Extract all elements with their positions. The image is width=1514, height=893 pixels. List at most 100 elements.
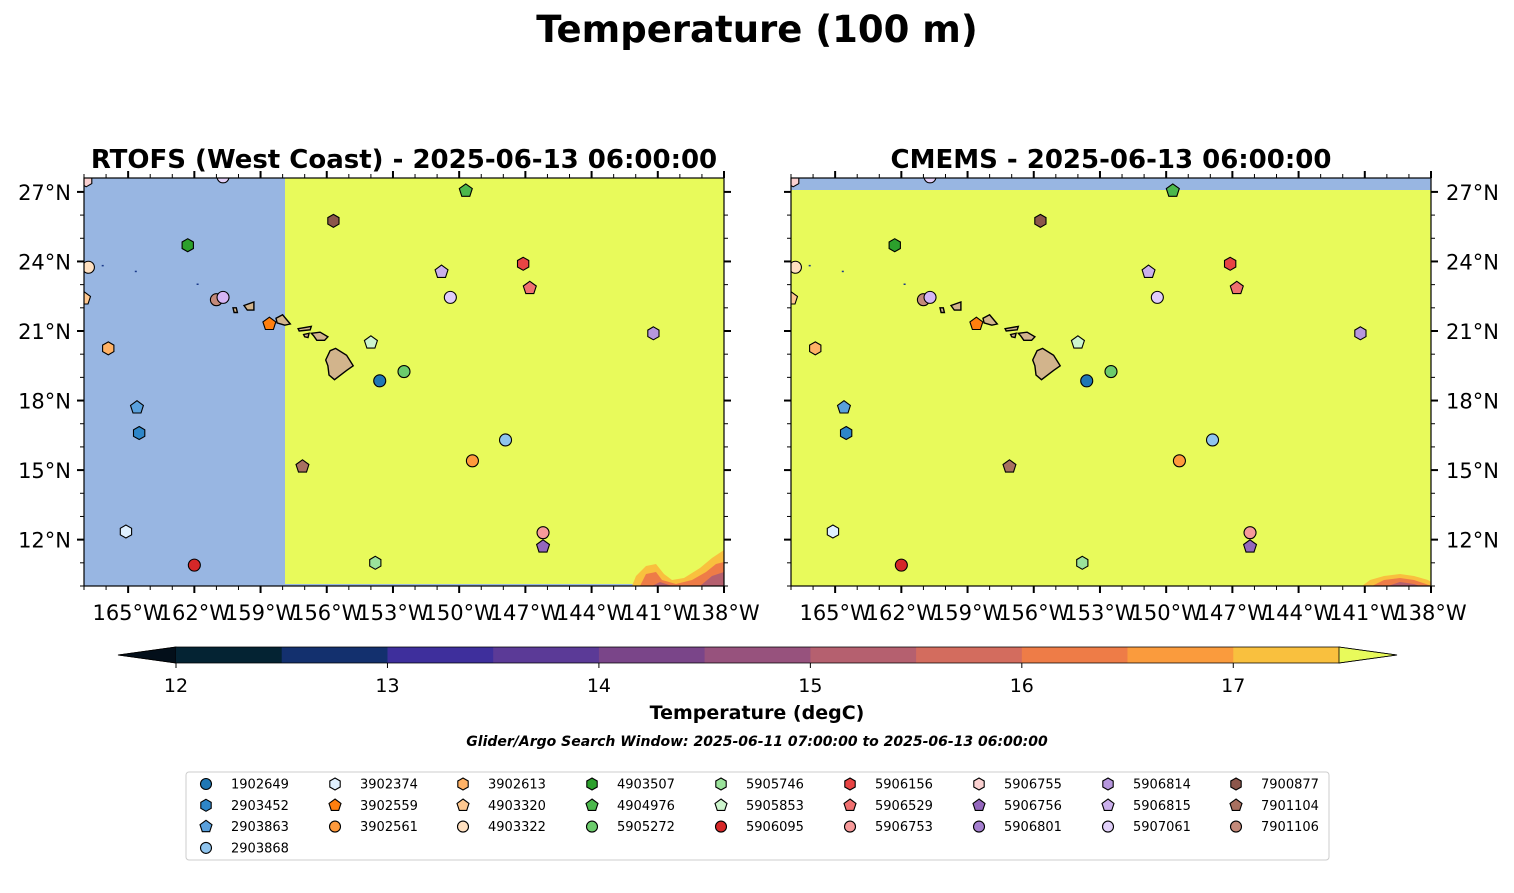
- rtofs-y-tick-label: 21°N: [18, 320, 71, 344]
- legend-label-5905272: 5905272: [617, 820, 675, 835]
- rtofs-float-4903320-marker: [84, 291, 92, 305]
- cmems-axes: 165°W162°W159°W156°W153°W150°W147°W144°W…: [784, 171, 1499, 625]
- cmems-x-tick-label: 165°W: [799, 601, 871, 625]
- cmems-y-tick-label: 18°N: [1446, 390, 1499, 414]
- legend-items: 1902649 2903452 2903863 2903868 3902374 39025…: [199, 777, 1319, 856]
- cmems-x-tick-label: 144°W: [1263, 601, 1335, 625]
- rtofs-extra-float-marker: [443, 290, 457, 304]
- rtofs-hawaii-islands: [101, 264, 355, 381]
- cmems-float-3902374-marker: [826, 524, 840, 539]
- colorbar-bin: [1233, 647, 1340, 663]
- legend-label-5906815: 5906815: [1133, 799, 1191, 814]
- legend-label-3902613: 3902613: [488, 778, 546, 793]
- legend-marker-5907061: [1101, 820, 1115, 833]
- colorbar-tick-label: 15: [798, 675, 822, 697]
- rtofs-float-5905272-marker: [397, 365, 411, 379]
- cmems-lanai-island-shape: [1009, 332, 1018, 339]
- legend-label-5906529: 5906529: [875, 799, 933, 814]
- rtofs-float-2903868-marker: [498, 433, 513, 447]
- rtofs-axes: 165°W162°W159°W156°W153°W150°W147°W144°W…: [18, 171, 760, 625]
- cmems-panel-title: CMEMS - 2025-06-13 06:00:00: [891, 145, 1332, 175]
- rtofs-float-4904976-marker: [458, 183, 473, 197]
- cmems-float-4903507-marker: [888, 238, 901, 253]
- legend-label-4904976: 4904976: [617, 799, 675, 814]
- cmems-float-5906814-marker: [1354, 326, 1367, 341]
- colorbar-bin: [810, 647, 917, 663]
- legend-label-2903868: 2903868: [231, 841, 289, 856]
- cmems-x-tick-label: 141°W: [1329, 601, 1401, 625]
- cmems-float-3902561-marker: [1172, 454, 1186, 468]
- cmems-float-5906815-marker: [1141, 264, 1156, 278]
- legend-label-4903322: 4903322: [488, 820, 546, 835]
- colorbar-bin: [1021, 647, 1128, 663]
- colorbar-bin: [387, 647, 494, 663]
- rtofs-lanai-island-shape: [302, 332, 311, 339]
- legend-label-5906814: 5906814: [1133, 778, 1191, 793]
- legend-label-5906095: 5906095: [746, 820, 804, 835]
- legend-marker-5906095: [714, 820, 728, 833]
- rtofs-x-tick-label: 153°W: [357, 601, 429, 625]
- cmems-float-5906529-marker: [1229, 280, 1244, 295]
- colorbar-ticks: 12 13 14 15 16 17: [164, 663, 1245, 697]
- rtofs-float-5905853-marker: [363, 335, 379, 349]
- rtofs-x-tick-label: 162°W: [159, 601, 231, 625]
- legend-label-3902374: 3902374: [360, 778, 418, 793]
- rtofs-map-panel: RTOFS (West Coast) - 2025-06-13 06:00:00…: [18, 145, 760, 625]
- legend-label-2903863: 2903863: [231, 820, 289, 835]
- rtofs-float-4903507-marker: [181, 238, 194, 253]
- legend-marker-2903868: [199, 841, 213, 854]
- legend-marker-5906156: [844, 777, 856, 791]
- colorbar-bin: [1127, 647, 1234, 663]
- rtofs-y-tick-label: 12°N: [18, 529, 71, 553]
- colorbar-tick-label: 14: [587, 675, 611, 697]
- cmems-map-frame: [790, 177, 1432, 587]
- cmems-float-5905272-marker: [1104, 365, 1118, 379]
- legend-label-5905746: 5905746: [746, 778, 804, 793]
- cmems-missing-data-band: [791, 178, 1431, 190]
- rtofs-kauai-island-shape: [242, 301, 255, 311]
- rtofs-float-5906756-marker: [535, 539, 551, 553]
- colorbar-label: Temperature (degC): [650, 702, 865, 724]
- legend-label-1902649: 1902649: [231, 778, 289, 793]
- cmems-float-7900877-marker: [1034, 213, 1047, 229]
- cmems-x-tick-label: 147°W: [1197, 601, 1269, 625]
- rtofs-float-5906156-marker: [516, 256, 530, 271]
- rtofs-hawaii-big-island-shape: [324, 347, 355, 381]
- rtofs-float-4903322-marker: [84, 260, 95, 274]
- rtofs-float-markers: [84, 178, 660, 572]
- rtofs-float-5906815-marker: [434, 264, 449, 278]
- cmems-kauai-island-shape: [949, 301, 962, 311]
- rtofs-float-5906814-marker: [647, 326, 660, 341]
- colorbar-bin: [598, 647, 706, 663]
- legend-label-5906801: 5906801: [1004, 820, 1062, 835]
- legend-marker-3902374: [329, 777, 341, 791]
- legend-marker-5905853: [714, 798, 728, 811]
- cmems-float-4904976-marker: [1165, 183, 1180, 197]
- legend-marker-3902613: [457, 777, 469, 791]
- legend-marker-5905272: [585, 820, 599, 833]
- colorbar-bins: [117, 646, 1398, 664]
- legend-label-5907061: 5907061: [1133, 820, 1191, 835]
- rtofs-float-7901104-marker: [295, 459, 310, 473]
- cmems-x-tick-label: 150°W: [1130, 601, 1202, 625]
- cmems-float-1902649-marker: [1080, 374, 1094, 388]
- cmems-y-tick-label: 21°N: [1446, 320, 1499, 344]
- colorbar-tick-label: 12: [164, 675, 188, 697]
- legend-marker-5906755: [973, 777, 985, 791]
- rtofs-float-3902561-marker: [465, 454, 479, 468]
- rtofs-float-5906755-marker: [84, 178, 93, 188]
- colorbar-bin: [281, 647, 388, 663]
- legend-marker-5906814: [1102, 777, 1114, 791]
- cmems-float-3902559-marker: [969, 316, 984, 331]
- colorbar-over-arrow: [1338, 646, 1398, 664]
- cmems-hawaii-big-island-shape: [1031, 347, 1062, 381]
- colorbar-under-arrow: [117, 646, 177, 664]
- cmems-float-5906756-marker: [1242, 539, 1258, 553]
- cmems-float-5906095-marker: [894, 558, 908, 572]
- rtofs-float-5905746-marker: [369, 555, 382, 570]
- cmems-y-tick-label: 27°N: [1446, 181, 1499, 205]
- rtofs-map-area: [84, 178, 724, 586]
- cmems-x-tick-label: 156°W: [998, 601, 1070, 625]
- rtofs-x-tick-label: 141°W: [622, 601, 694, 625]
- rtofs-extra-float-marker: [216, 290, 230, 304]
